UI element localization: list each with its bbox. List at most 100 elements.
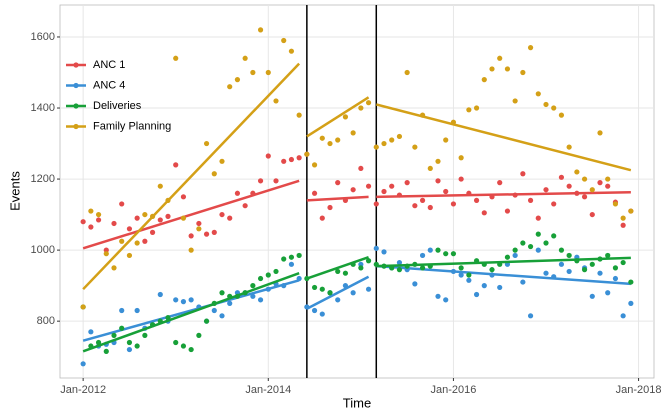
data-point [227, 84, 233, 90]
y-tick-label: 1400 [31, 102, 55, 114]
data-point [389, 137, 395, 143]
data-point [203, 231, 210, 237]
data-point [211, 171, 217, 177]
plot-panel [59, 4, 655, 379]
data-point [512, 252, 518, 259]
data-point [419, 197, 426, 203]
data-point [273, 268, 279, 275]
trend-line [82, 272, 300, 353]
data-point [535, 247, 541, 253]
data-point [543, 101, 549, 108]
data-point [520, 171, 526, 177]
data-point [381, 188, 387, 195]
data-point [458, 176, 464, 182]
data-point [335, 180, 341, 186]
data-point [497, 55, 503, 61]
data-point [373, 201, 379, 207]
data-point [535, 91, 541, 97]
data-point [581, 267, 588, 273]
data-point [473, 105, 480, 111]
data-point [257, 178, 264, 184]
data-point [196, 226, 202, 232]
data-point [481, 283, 487, 289]
data-point [296, 252, 302, 259]
data-point [180, 215, 187, 221]
data-point [157, 183, 163, 189]
data-point [257, 27, 264, 33]
data-point [520, 240, 526, 246]
data-point [234, 190, 241, 196]
data-point [319, 135, 325, 141]
data-point [605, 290, 611, 296]
data-point [566, 268, 572, 275]
data-point [458, 155, 464, 161]
data-point [443, 188, 449, 195]
data-point [597, 180, 603, 186]
data-point [466, 107, 472, 113]
data-point [126, 252, 133, 259]
data-point [450, 201, 457, 207]
data-point [404, 69, 410, 76]
data-point [342, 270, 349, 276]
data-point [342, 114, 349, 120]
data-point [527, 313, 534, 319]
legend-swatch-dot [73, 82, 79, 89]
data-point [219, 211, 225, 218]
data-point [311, 284, 318, 291]
data-point [250, 283, 256, 289]
data-point [95, 339, 102, 346]
trend-line [82, 279, 300, 342]
data-point [88, 329, 94, 335]
data-point [103, 348, 109, 354]
data-point [458, 272, 464, 278]
data-point [365, 100, 372, 106]
trend-line [82, 62, 301, 291]
data-point [180, 299, 187, 305]
data-point [350, 187, 356, 193]
data-point [381, 249, 387, 255]
data-point [535, 215, 541, 221]
data-point [203, 318, 210, 324]
data-point [88, 208, 94, 214]
data-point [450, 251, 457, 257]
data-point [242, 203, 248, 209]
data-point [543, 270, 549, 276]
data-point [443, 297, 449, 303]
data-point [273, 98, 279, 104]
data-point [419, 252, 426, 259]
y-tick-label: 800 [37, 315, 55, 327]
data-point [520, 69, 526, 76]
data-point [311, 307, 318, 314]
data-point [211, 229, 217, 235]
data-point [319, 215, 325, 221]
data-point [605, 183, 611, 189]
data-point [180, 343, 187, 349]
data-point [581, 194, 588, 200]
data-point [520, 279, 526, 285]
x-axis-label: Time [343, 395, 371, 409]
data-point [173, 297, 179, 303]
data-point [80, 219, 86, 225]
data-point [435, 247, 441, 253]
data-point [581, 176, 588, 182]
trend-line [306, 275, 370, 310]
data-point [620, 222, 626, 228]
data-point [165, 213, 171, 219]
data-point [350, 130, 356, 136]
data-point [365, 286, 372, 292]
data-point [358, 105, 364, 111]
data-point [273, 178, 279, 184]
data-point [473, 291, 480, 298]
legend-swatch-dot [73, 62, 79, 68]
data-point [527, 197, 534, 203]
data-point [404, 180, 410, 186]
data-point [543, 240, 549, 246]
data-point [142, 332, 148, 338]
data-point [196, 332, 202, 338]
data-point [497, 180, 503, 186]
data-point [296, 155, 302, 161]
data-point [119, 325, 125, 331]
data-point [265, 153, 271, 159]
data-point [103, 251, 109, 257]
data-point [188, 346, 194, 353]
